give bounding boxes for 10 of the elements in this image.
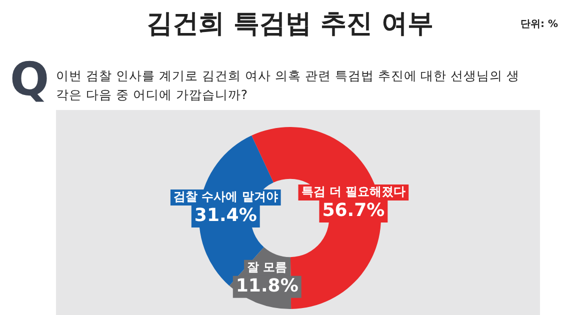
data-label: 56.7% xyxy=(322,200,385,222)
slice-label: 잘 모름 xyxy=(247,260,288,274)
chart-subtitle: 이번 검찰 인사를 계기로 김건희 여사 의혹 관련 특검법 추진에 대한 선생님의 생각은 다음 중 어디에 가깝습니까? xyxy=(56,67,521,104)
data-label: 31.4% xyxy=(194,205,257,226)
chart-title: 김건희 특검법 추진 여부 xyxy=(146,9,434,39)
slice-label: 검찰 수사에 맡겨야 xyxy=(173,190,278,204)
text: 단위: % xyxy=(520,18,558,31)
slice-label: 특검 더 필요해졌다 xyxy=(301,184,406,199)
data-label: 11.8% xyxy=(236,276,298,297)
text: Q xyxy=(10,52,50,106)
